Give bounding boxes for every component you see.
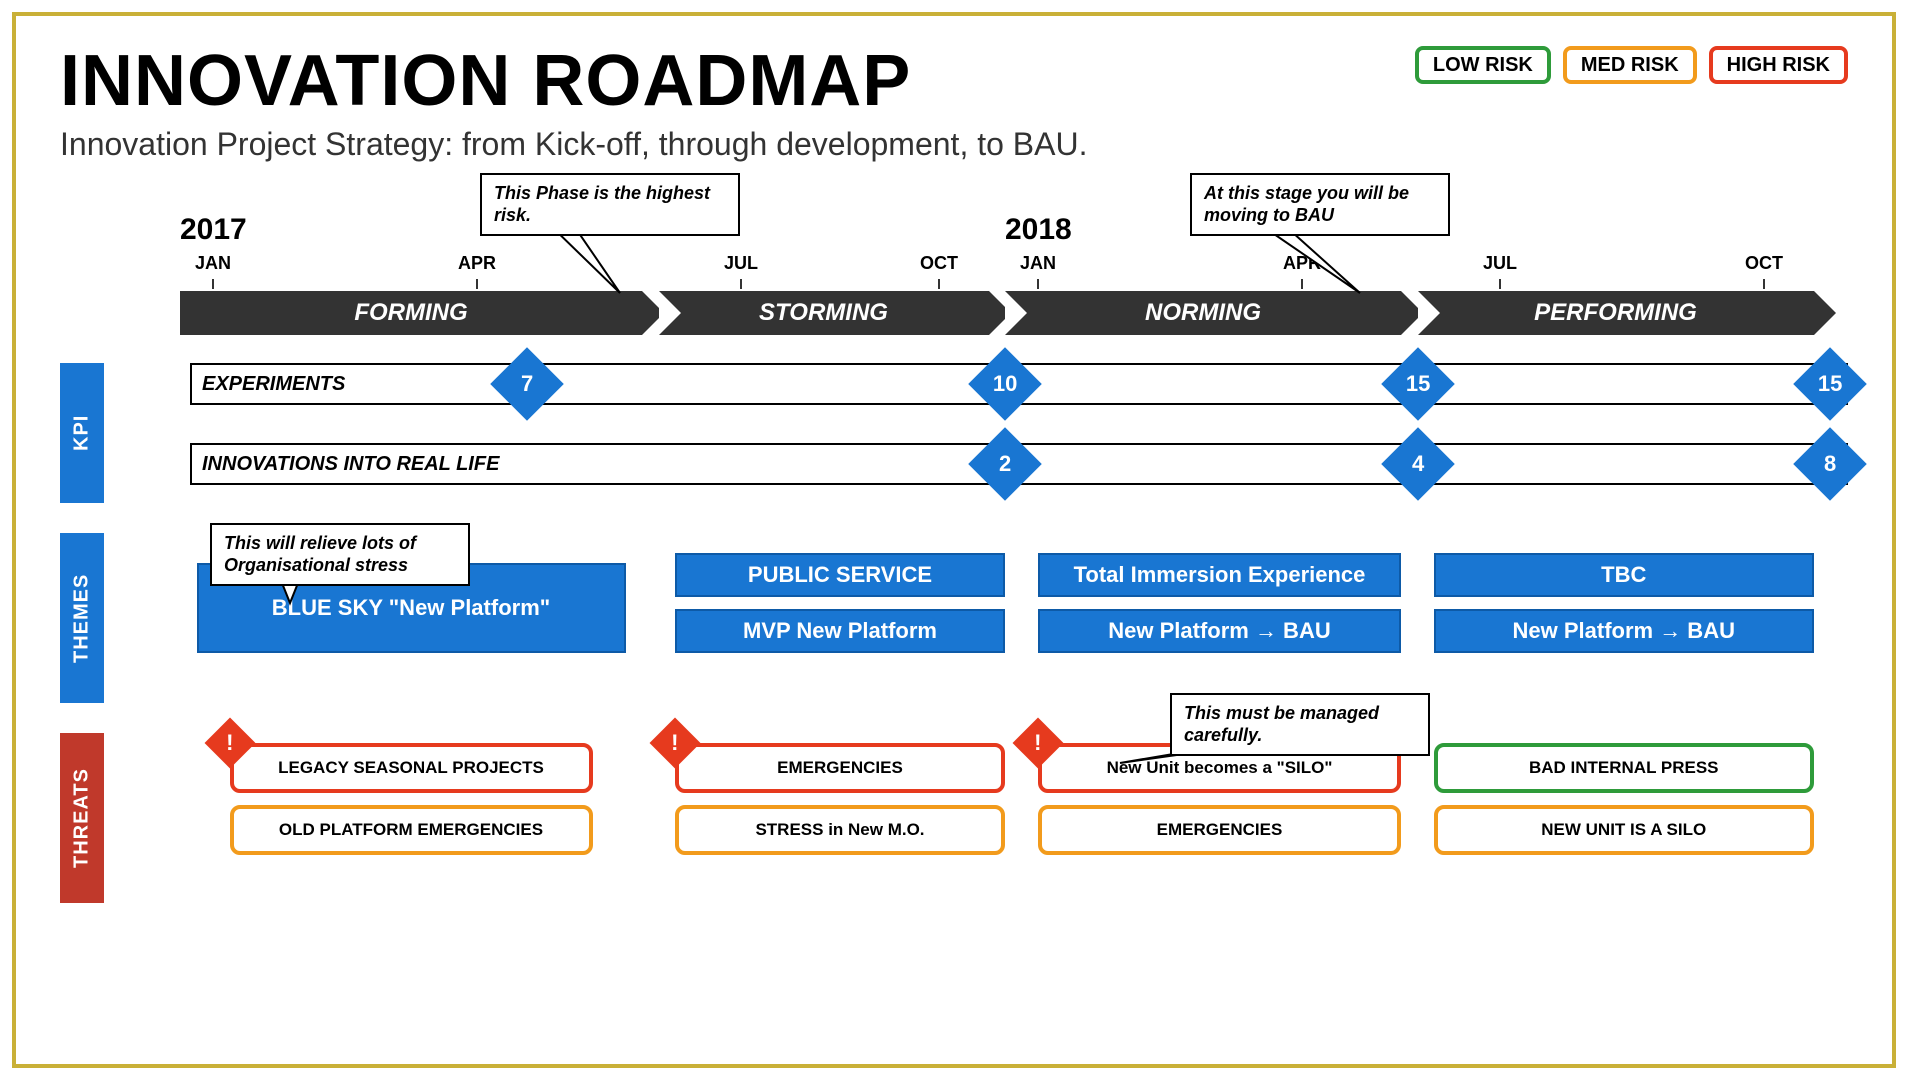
theme-box: New Platform → BAU [1434,609,1814,653]
theme-box: PUBLIC SERVICE [675,553,1005,597]
month-label: JUL [724,253,758,274]
callout: At this stage you will be moving to BAU [1190,173,1450,236]
phase-arrow: NORMING [1005,291,1401,335]
callout: This Phase is the highest risk. [480,173,740,236]
month-label: JUL [1483,253,1517,274]
kpi-marker-value: 2 [999,451,1011,477]
lane-label-threats: THREATS [60,733,104,903]
kpi-marker: 7 [490,347,564,421]
phase-arrow: PERFORMING [1418,291,1814,335]
month-label: OCT [1745,253,1783,274]
month-label: APR [1283,253,1321,274]
kpi-marker: 10 [968,347,1042,421]
kpi-marker: 15 [1381,347,1455,421]
legend-high-risk: HIGH RISK [1709,46,1848,84]
threat-box: NEW UNIT IS A SILO [1434,805,1814,855]
tick [1499,279,1501,289]
kpi-marker-value: 8 [1824,451,1836,477]
tick [476,279,478,289]
kpi-track-label: INNOVATIONS INTO REAL LIFE [192,453,499,476]
callout: This must be managed carefully. [1170,693,1430,756]
content: INNOVATION ROADMAP Innovation Project St… [60,40,1848,1040]
tick [938,279,940,289]
theme-box: Total Immersion Experience [1038,553,1401,597]
year-label: 2018 [1005,213,1072,247]
kpi-marker-value: 4 [1411,451,1423,477]
phase-arrow: STORMING [659,291,989,335]
tick [1037,279,1039,289]
kpi-marker-value: 10 [993,371,1017,397]
month-label: JAN [1020,253,1056,274]
threat-box: BAD INTERNAL PRESS [1434,743,1814,793]
tick [1301,279,1303,289]
threat-box: EMERGENCIES [675,743,1005,793]
kpi-marker-value: 15 [1405,371,1429,397]
kpi-marker: 2 [968,427,1042,501]
tick [1763,279,1765,289]
tick [740,279,742,289]
callout: This will relieve lots of Organisational… [210,523,470,586]
kpi-marker-value: 7 [520,371,532,397]
kpi-marker: 4 [1381,427,1455,501]
threat-box: LEGACY SEASONAL PROJECTS [230,743,593,793]
roadmap-diagram: 2017 2018 JAN APR JUL OCT JAN APR JUL OCT FORMING S… [60,213,1848,993]
threat-box: OLD PLATFORM EMERGENCIES [230,805,593,855]
threat-box: STRESS in New M.O. [675,805,1005,855]
theme-box: New Platform → BAU [1038,609,1401,653]
lane-label-kpi: KPI [60,363,104,503]
month-label: APR [458,253,496,274]
year-label: 2017 [180,213,247,247]
kpi-marker-value: 15 [1818,371,1842,397]
legend-low-risk: LOW RISK [1415,46,1551,84]
kpi-track-label: EXPERIMENTS [192,373,345,396]
tick [212,279,214,289]
phase-arrow: FORMING [180,291,642,335]
theme-box: TBC [1434,553,1814,597]
lane-label-themes: THEMES [60,533,104,703]
risk-legend: LOW RISK MED RISK HIGH RISK [1415,46,1848,84]
legend-med-risk: MED RISK [1563,46,1697,84]
month-label: OCT [920,253,958,274]
month-label: JAN [195,253,231,274]
header: INNOVATION ROADMAP Innovation Project St… [60,40,1848,163]
theme-box: MVP New Platform [675,609,1005,653]
page-title: INNOVATION ROADMAP [60,40,1087,122]
threat-box: EMERGENCIES [1038,805,1401,855]
title-block: INNOVATION ROADMAP Innovation Project St… [60,40,1087,163]
page-subtitle: Innovation Project Strategy: from Kick-o… [60,126,1087,163]
